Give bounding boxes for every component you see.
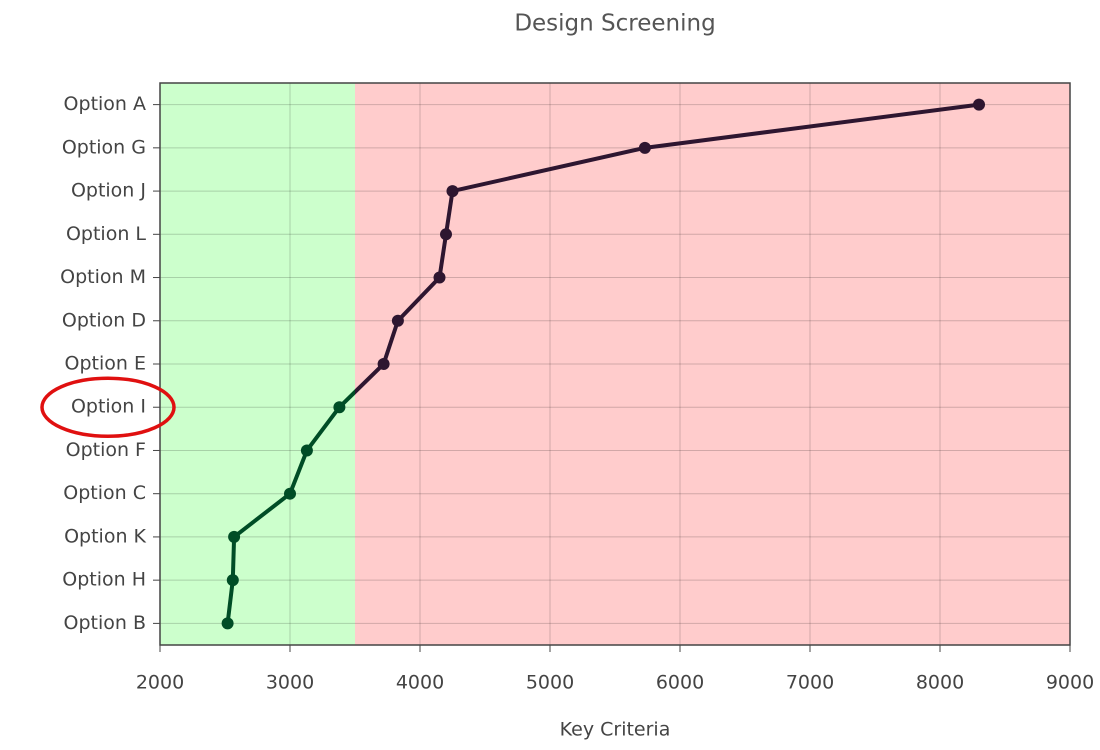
x-tick-label: 3000 — [266, 672, 314, 694]
plot-frame — [159, 82, 1071, 646]
y-tick-label: Option J — [71, 180, 146, 202]
below-region — [160, 83, 355, 645]
y-tick-label: Option I — [71, 396, 146, 418]
y-tick-label: Option D — [62, 309, 146, 331]
point — [391, 314, 404, 327]
above-region — [355, 83, 1070, 645]
x-tick-label: 9000 — [1046, 672, 1094, 694]
point — [440, 228, 452, 241]
point — [333, 401, 346, 414]
y-tick-label: Option H — [62, 569, 146, 591]
y-tick-label: Option A — [64, 93, 146, 115]
point — [228, 530, 241, 543]
point — [284, 487, 296, 500]
y-tick-label: Option K — [64, 525, 146, 547]
point — [638, 141, 651, 154]
x-tick-label: 5000 — [526, 672, 574, 694]
x-axis-label: Key Criteria — [560, 719, 671, 741]
highlight-circle — [40, 376, 176, 438]
point — [973, 98, 985, 111]
y-tick-label: Option G — [62, 136, 146, 158]
y-tick-label: Option B — [64, 612, 147, 634]
y-tick-label: Option L — [66, 223, 146, 245]
point — [433, 271, 446, 284]
point — [300, 444, 313, 457]
y-tick-label: Option E — [65, 353, 146, 375]
point — [446, 185, 459, 198]
y-tick-label: Option F — [66, 439, 146, 461]
y-tick-label: Option C — [63, 482, 146, 504]
x-tick-label: 4000 — [396, 672, 444, 694]
x-tick-label: 6000 — [656, 672, 704, 694]
point — [221, 617, 234, 630]
x-tick-label: 8000 — [916, 672, 964, 694]
point — [377, 358, 390, 370]
x-tick-label: 7000 — [786, 672, 834, 694]
chart-title: Design Screening — [514, 11, 715, 37]
x-tick-label: 2000 — [136, 672, 184, 694]
point — [226, 574, 239, 587]
y-tick-label: Option M — [60, 266, 146, 288]
